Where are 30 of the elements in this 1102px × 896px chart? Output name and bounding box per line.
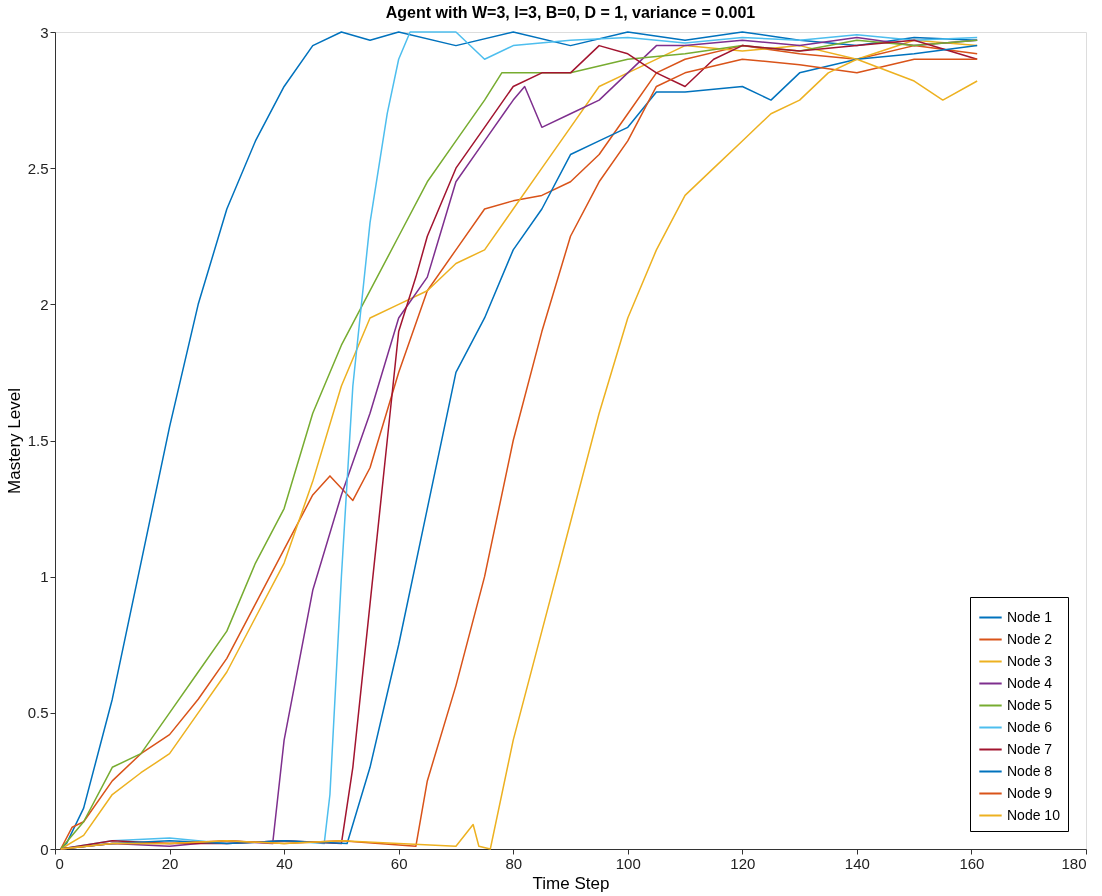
- x-tick-label: 20: [161, 854, 179, 872]
- y-tick-label: 1.5: [27, 432, 49, 449]
- legend-label: Node 7: [1007, 740, 1053, 757]
- x-tick-label: 140: [844, 854, 870, 872]
- x-tick-label: 100: [615, 854, 641, 872]
- legend-label: Node 8: [1007, 762, 1053, 779]
- x-tick-label: 80: [505, 854, 523, 872]
- legend-label: Node 5: [1007, 696, 1053, 713]
- x-axis-title: Time Step: [532, 873, 610, 893]
- x-tick-label: 160: [959, 854, 985, 872]
- y-tick-label: 3: [40, 23, 49, 41]
- x-tick-label: 0: [55, 854, 64, 872]
- legend-label: Node 6: [1007, 718, 1053, 735]
- x-tick-label: 60: [390, 854, 408, 872]
- y-axis-title: Mastery Level: [4, 388, 24, 494]
- legend-label: Node 3: [1007, 652, 1053, 669]
- y-tick-label: 2.5: [27, 159, 49, 177]
- chart-title: Agent with W=3, I=3, B=0, D = 1, variance = 0.001: [385, 4, 756, 21]
- y-tick-label: 2: [40, 295, 49, 313]
- legend-label: Node 2: [1007, 630, 1053, 647]
- x-tick-label: 40: [276, 854, 293, 872]
- x-tick-label: 180: [1061, 854, 1087, 872]
- y-tick-label: 1: [40, 568, 49, 586]
- y-tick-label: 0.5: [27, 704, 49, 722]
- legend-label: Node 4: [1007, 674, 1053, 691]
- legend-label: Node 1: [1007, 608, 1053, 625]
- x-tick-label: 120: [730, 854, 756, 872]
- y-tick-label: 0: [40, 840, 49, 858]
- legend-label: Node 9: [1007, 784, 1053, 801]
- legend-label: Node 10: [1007, 806, 1061, 823]
